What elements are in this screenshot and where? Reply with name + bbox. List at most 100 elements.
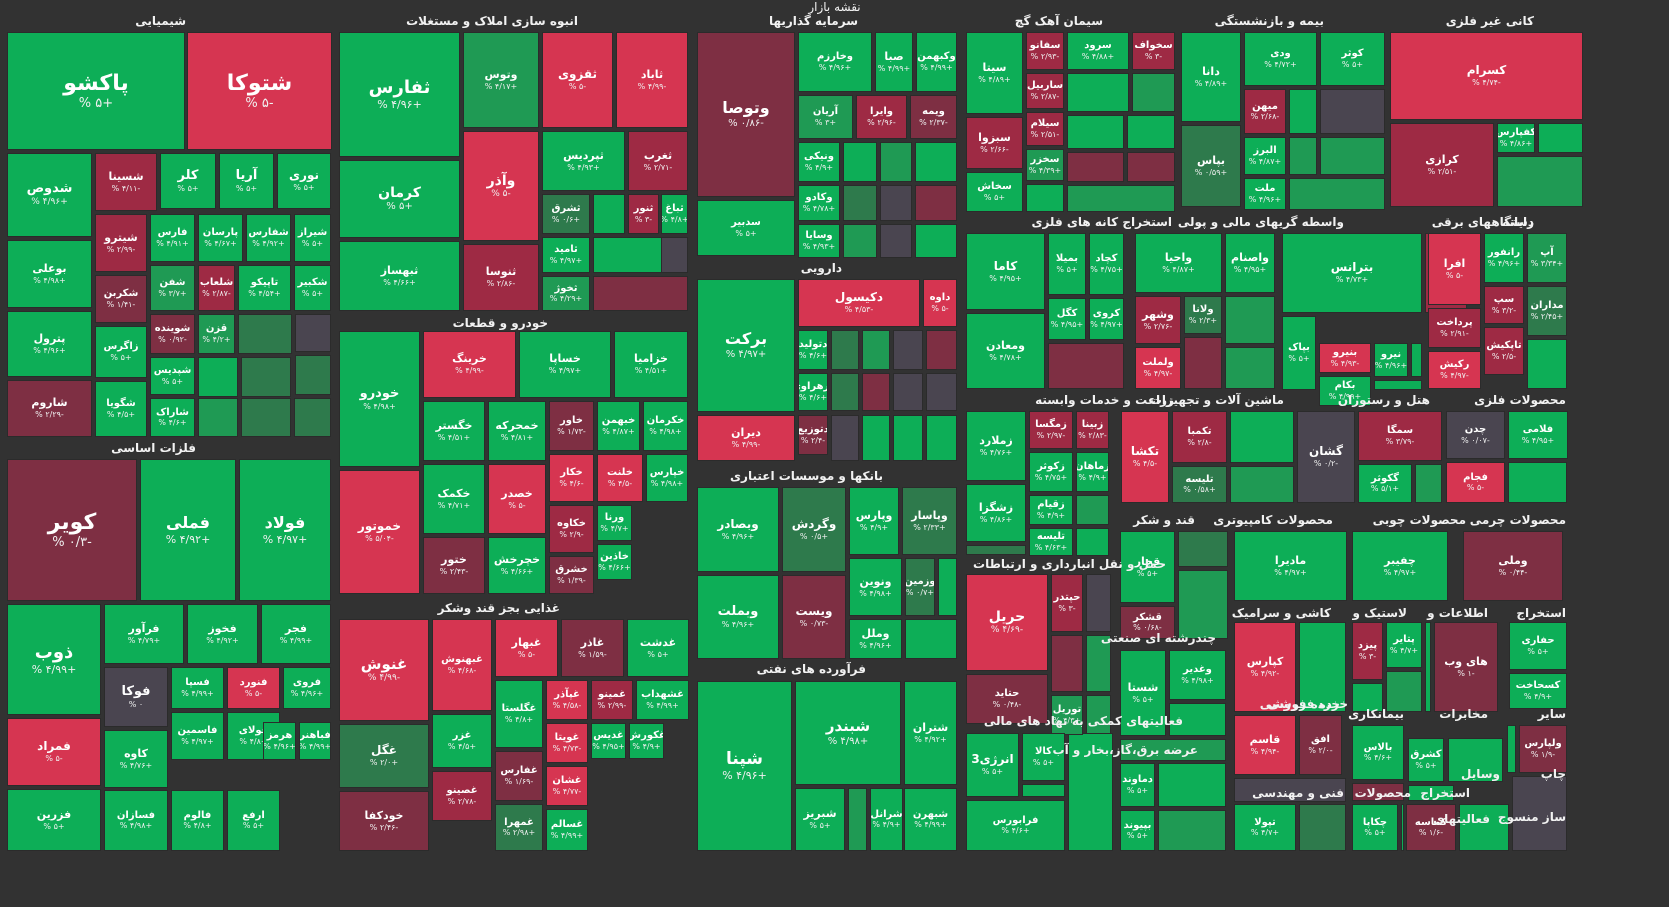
treemap-tile[interactable]: خساپا +۴/۹۷ % [519,331,611,398]
treemap-tile[interactable]: غدشت +۵ % [627,619,689,677]
treemap-filler-tile[interactable] [1158,763,1226,807]
treemap-tile[interactable]: غمینو -۲/۹۹ % [591,680,633,720]
treemap-tile[interactable]: وآذر -۵ % [463,131,539,241]
treemap-tile[interactable]: ولپارس -۱/۹ % [1519,725,1567,773]
treemap-tile[interactable]: زبینا -۲/۸۳ % [1076,411,1109,449]
treemap-tile[interactable]: بترانس +۴/۷۳ % [1282,233,1422,313]
treemap-tile[interactable]: دکیسول -۴/۵۳ % [798,279,920,327]
treemap-filler-tile[interactable] [1352,783,1404,801]
treemap-filler-tile[interactable] [1320,137,1385,175]
treemap-tile[interactable]: پتایر +۴/۷ % [1386,622,1422,668]
treemap-tile[interactable]: غصینو -۲/۷۸ % [432,771,492,821]
treemap-tile[interactable]: وتوس +۴/۱۷ % [463,32,539,128]
treemap-tile[interactable]: قزن +۴/۲ % [198,314,235,354]
treemap-tile[interactable]: ثنوسا -۲/۸۶ % [463,244,539,311]
treemap-tile[interactable]: تلیسه +۰/۵۸ % [1172,466,1227,503]
treemap-tile[interactable]: کرمان +۵ % [339,160,460,238]
treemap-filler-tile[interactable] [1132,73,1175,112]
treemap-filler-tile[interactable] [1051,635,1083,692]
treemap-tile[interactable]: فروی +۴/۹۶ % [283,667,331,709]
treemap-tile[interactable]: فلامی +۴/۹۵ % [1508,411,1568,459]
treemap-tile[interactable]: غشهداب +۴/۹۹ % [636,680,689,720]
treemap-tile[interactable]: ثبهساز +۴/۶۶ % [339,241,460,311]
treemap-tile[interactable]: ثنور -۳ % [628,194,659,234]
treemap-tile[interactable]: زمگسا -۲/۹۷ % [1029,411,1073,449]
treemap-tile[interactable]: فولاد +۴/۹۷ % [239,459,331,601]
treemap-tile[interactable]: غسالم +۴/۹۹ % [546,809,588,851]
treemap-tile[interactable]: ویست -۰/۷۳ % [782,575,846,659]
treemap-filler-tile[interactable] [593,194,625,234]
treemap-filler-tile[interactable] [1067,115,1124,149]
treemap-tile[interactable]: کسحاخت +۴/۹ % [1509,673,1567,709]
treemap-tile[interactable]: فخوز +۴/۹۲ % [187,604,258,664]
treemap-tile[interactable]: شفارس +۴/۹۲ % [246,214,291,262]
treemap-filler-tile[interactable] [1158,810,1226,851]
treemap-tile[interactable]: ثغرب -۲/۷۱ % [628,131,688,191]
treemap-filler-tile[interactable] [966,545,1026,555]
treemap-tile[interactable]: قشکر -۰/۶۸ % [1120,606,1175,639]
treemap-tile[interactable]: سیلام -۲/۵۱ % [1026,112,1064,146]
treemap-filler-tile[interactable] [1299,804,1346,851]
treemap-filler-tile[interactable] [1086,695,1111,735]
treemap-tile[interactable]: شیراز +۵ % [294,214,331,262]
treemap-tile[interactable]: ونیکی +۴/۹ % [798,142,840,182]
treemap-tile[interactable]: تاپیکو +۴/۵۴ % [238,265,291,311]
treemap-tile[interactable]: بکام +۴/۹۹ % [1319,376,1371,406]
treemap-tile[interactable]: پرداخت -۲/۹۱ % [1428,308,1481,348]
treemap-filler-tile[interactable] [915,224,957,258]
treemap-filler-tile[interactable] [1120,739,1226,761]
treemap-tile[interactable]: زکوثر +۴/۷۵ % [1029,452,1073,492]
treemap-tile[interactable]: فمراد -۵ % [7,718,101,786]
treemap-filler-tile[interactable] [893,373,923,411]
treemap-tile[interactable]: ثخوژ +۴/۲۹ % [542,276,590,311]
treemap-tile[interactable]: کلر +۵ % [160,153,216,209]
treemap-filler-tile[interactable] [1076,495,1109,525]
treemap-tile[interactable]: تلیسه +۴/۶۳ % [1029,528,1073,556]
treemap-tile[interactable]: ثاباد -۴/۹۹ % [616,32,688,128]
treemap-tile[interactable]: رکیش -۴/۹۷ % [1428,351,1481,389]
treemap-tile[interactable]: ودی +۴/۷۲ % [1244,32,1317,86]
treemap-tile[interactable]: دماوند +۵ % [1120,763,1155,807]
treemap-filler-tile[interactable] [1068,733,1113,851]
treemap-filler-tile[interactable] [1169,703,1226,736]
treemap-tile[interactable]: توریل +۴/۳ % [1051,695,1083,735]
treemap-tile[interactable]: رانفور +۴/۹۶ % [1484,233,1524,283]
treemap-tile[interactable]: فرابورس +۴/۶ % [966,800,1065,851]
treemap-tile[interactable]: کویر -۰/۳ % [7,459,137,601]
treemap-tile[interactable]: خشرق -۱/۳۹ % [549,556,594,594]
treemap-tile[interactable]: ذوب +۴/۹۹ % [7,604,101,715]
treemap-filler-tile[interactable] [831,415,859,461]
treemap-tile[interactable]: شوینده -۰/۹۲ % [150,314,195,354]
treemap-tile[interactable]: قچار +۵ % [1120,531,1175,603]
treemap-tile[interactable]: وکبهمن +۴/۹۹ % [916,32,957,92]
treemap-filler-tile[interactable] [1225,347,1275,389]
treemap-tile[interactable]: ختور -۲/۴۳ % [423,537,485,594]
treemap-tile[interactable]: ثشرق +۰/۶ % [542,194,590,234]
treemap-tile[interactable]: غگلستا +۴/۸ % [495,680,543,748]
treemap-filler-tile[interactable] [1425,622,1431,712]
treemap-filler-tile[interactable] [1508,462,1567,503]
treemap-tile[interactable]: فزرین +۵ % [7,789,101,851]
treemap-tile[interactable]: کوثر +۵ % [1320,32,1385,86]
treemap-tile[interactable]: خکرمان +۴/۹۸ % [643,401,688,451]
treemap-tile[interactable]: ارفع +۵ % [227,790,280,851]
treemap-tile[interactable]: بپیوند +۵ % [1120,810,1155,851]
treemap-tile[interactable]: نیرو +۴/۹۶ % [1374,343,1408,377]
treemap-filler-tile[interactable] [880,224,912,258]
treemap-tile[interactable]: غنوش -۴/۹۹ % [339,619,429,721]
treemap-tile[interactable]: شبهرن +۴/۹۹ % [904,788,957,851]
treemap-tile[interactable]: کسرام -۴/۷۴ % [1390,32,1583,120]
treemap-tile[interactable]: ونوین +۴/۹۸ % [849,558,902,616]
treemap-tile[interactable]: انرژی3 +۵ % [966,733,1019,797]
treemap-tile[interactable]: فملی +۴/۹۲ % [140,459,236,601]
treemap-filler-tile[interactable] [1459,804,1509,851]
treemap-tile[interactable]: سرود +۴/۸۸ % [1067,32,1129,70]
treemap-filler-tile[interactable] [1289,89,1317,134]
treemap-filler-tile[interactable] [241,398,291,437]
treemap-tile[interactable]: وبملت +۴/۹۶ % [697,575,779,659]
treemap-tile[interactable]: پاکشو +۵ % [7,32,185,150]
treemap-tile[interactable]: شاروم -۲/۲۹ % [7,380,92,437]
treemap-filler-tile[interactable] [862,373,890,411]
treemap-tile[interactable]: فاسمین +۴/۹۷ % [171,712,224,760]
treemap-tile[interactable]: سخزر +۴/۳۹ % [1026,149,1064,181]
